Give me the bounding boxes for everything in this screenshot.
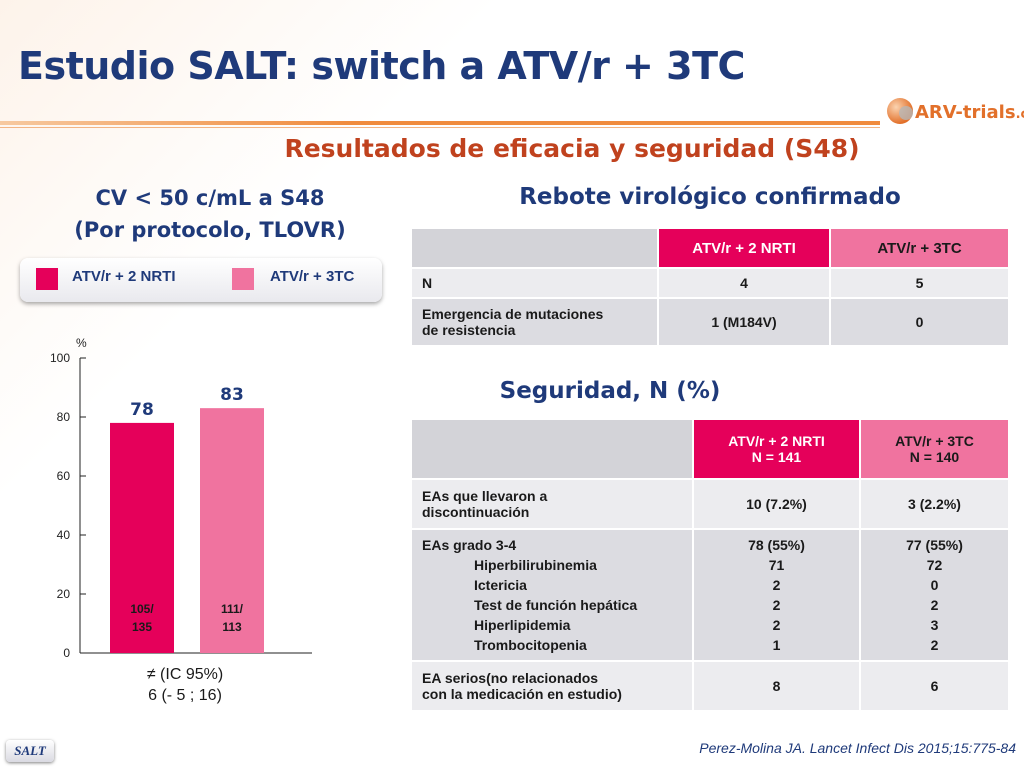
cell-value: 0	[829, 297, 1010, 347]
rebote-table: ATV/r + 2 NRTI ATV/r + 3TC N 4 5 Emergen…	[410, 227, 1010, 347]
row-label: Emergencia de mutaciones de resistencia	[410, 297, 659, 347]
y-tick-label: 60	[57, 469, 71, 483]
seguridad-table: ATV/r + 2 NRTI N = 141 ATV/r + 3TC N = 1…	[410, 418, 1010, 712]
cell-value: 4	[657, 267, 831, 299]
seguridad-header-row: ATV/r + 2 NRTI N = 141 ATV/r + 3TC N = 1…	[410, 418, 1010, 480]
value-line: 2	[930, 637, 939, 653]
title-divider	[0, 121, 880, 125]
bar-fraction-label: 135	[132, 620, 152, 634]
cell-value: 5	[829, 267, 1010, 299]
value-line: 2	[772, 597, 781, 613]
cell-value: 78 (55%) 71 2 2 2 1	[692, 528, 861, 662]
y-tick-label: 0	[63, 646, 70, 660]
bar-fraction-label: 105/	[130, 602, 154, 616]
bar-chart: % 0 20 40 60 80 100 78 105/135 83 111/113	[50, 336, 312, 660]
seguridad-title: Seguridad, N (%)	[499, 378, 721, 404]
legend-label-3tc: ATV/r + 3TC	[270, 268, 355, 285]
sub-row-label: Hiperbilirubinemia	[474, 557, 597, 573]
chart-legend: ATV/r + 2 NRTI ATV/r + 3TC	[20, 258, 382, 302]
chart-title-line1: CV < 50 c/mL a S48	[95, 186, 325, 210]
row-label: EAs grado 3-4 Hiperbilirubinemia Icteric…	[410, 528, 694, 662]
table-row: N 4 5	[410, 267, 1010, 299]
difference-value: 6 (- 5 ; 16)	[148, 687, 222, 704]
header-blank-cell	[410, 418, 694, 480]
bar-value-label: 78	[130, 400, 154, 420]
header-2nrti: ATV/r + 2 NRTI	[657, 227, 831, 269]
row-label-line: Emergencia de mutaciones	[422, 306, 604, 322]
value-line: 78 (55%)	[748, 537, 805, 553]
title-divider-thin	[0, 127, 880, 128]
bar-fraction-label: 113	[222, 620, 242, 634]
bar-fraction-label: 111/	[221, 602, 244, 616]
cell-value: 77 (55%) 72 0 2 3 2	[859, 528, 1010, 662]
value-line: 2	[772, 617, 781, 633]
arv-trials-logo: ARV-trials.com	[885, 96, 1024, 132]
bar-2nrti	[110, 422, 174, 653]
study-badge[interactable]: SALT	[6, 740, 54, 762]
header-3tc: ATV/r + 3TC	[829, 227, 1010, 269]
page-title: Estudio SALT: switch a ATV/r + 3TC	[18, 44, 745, 88]
sub-row-label: Trombocitopenia	[474, 637, 587, 653]
row-label-line: discontinuación	[422, 504, 530, 520]
cell-value: 8	[692, 660, 861, 712]
y-tick-label: 40	[57, 528, 71, 542]
header-3tc: ATV/r + 3TC N = 140	[859, 418, 1010, 480]
difference-label: ≠ (IC 95%)	[146, 666, 224, 683]
table-row: EAs que llevaron a discontinuación 10 (7…	[410, 478, 1010, 530]
sub-row-label: Hiperlipidemia	[474, 617, 571, 633]
legend-swatch-2nrti	[36, 268, 58, 290]
legend-label-2nrti: ATV/r + 2 NRTI	[72, 268, 176, 285]
value-line: 2	[772, 577, 781, 593]
rebote-title: Rebote virológico confirmado	[519, 184, 901, 210]
value-line: 1	[772, 637, 781, 653]
cell-value: 1 (M184V)	[657, 297, 831, 347]
header-line: ATV/r + 3TC	[895, 433, 974, 449]
row-label: N	[410, 267, 659, 299]
bar-3tc	[200, 408, 264, 653]
cell-value: 3 (2.2%)	[859, 478, 1010, 530]
cell-value: 6	[859, 660, 1010, 712]
rebote-header-row: ATV/r + 2 NRTI ATV/r + 3TC	[410, 227, 1010, 269]
row-label-line: con la medicación en estudio)	[422, 686, 622, 702]
table-row: EAs grado 3-4 Hiperbilirubinemia Icteric…	[410, 528, 1010, 662]
y-axis-label: %	[76, 336, 87, 350]
section-subtitle: Resultados de eficacia y seguridad (S48)	[284, 134, 860, 163]
row-label: EA serios(no relacionados con la medicac…	[410, 660, 694, 712]
value-line: 71	[768, 557, 785, 573]
row-label-line: EAs grado 3-4	[422, 537, 517, 553]
value-line: 2	[930, 597, 939, 613]
difference-ci: ≠ (IC 95%) 6 (- 5 ; 16)	[100, 664, 270, 706]
sub-row-label: Ictericia	[474, 577, 527, 593]
logo-swirl-accent-icon	[899, 106, 913, 120]
legend-swatch-3tc	[232, 268, 254, 290]
header-line: N = 140	[909, 449, 960, 465]
y-tick-label: 20	[57, 587, 71, 601]
header-line: N = 141	[751, 449, 802, 465]
value-line: 3	[930, 617, 939, 633]
value-line: 77 (55%)	[906, 537, 963, 553]
chart-title: CV < 50 c/mL a S48 (Por protocolo, TLOVR…	[30, 182, 390, 246]
bar-value-label: 83	[220, 385, 244, 405]
cell-value: 10 (7.2%)	[692, 478, 861, 530]
header-blank-cell	[410, 227, 659, 269]
sub-row-label: Test de función hepática	[474, 597, 638, 613]
row-label-line: EA serios(no relacionados	[422, 670, 599, 686]
value-line: 0	[930, 577, 939, 593]
row-label: EAs que llevaron a discontinuación	[410, 478, 694, 530]
citation: Perez-Molina JA. Lancet Infect Dis 2015;…	[699, 740, 1016, 756]
y-tick-label: 80	[57, 410, 71, 424]
table-row: EA serios(no relacionados con la medicac…	[410, 660, 1010, 712]
header-2nrti: ATV/r + 2 NRTI N = 141	[692, 418, 861, 480]
header-line: ATV/r + 2 NRTI	[728, 433, 825, 449]
row-label-line: EAs que llevaron a	[422, 488, 548, 504]
table-row: Emergencia de mutaciones de resistencia …	[410, 297, 1010, 347]
logo-text: ARV-trials.com	[915, 102, 1024, 123]
y-tick-label: 100	[50, 351, 70, 365]
chart-title-line2: (Por protocolo, TLOVR)	[74, 218, 346, 242]
value-line: 72	[926, 557, 943, 573]
row-label-line: de resistencia	[422, 322, 516, 338]
